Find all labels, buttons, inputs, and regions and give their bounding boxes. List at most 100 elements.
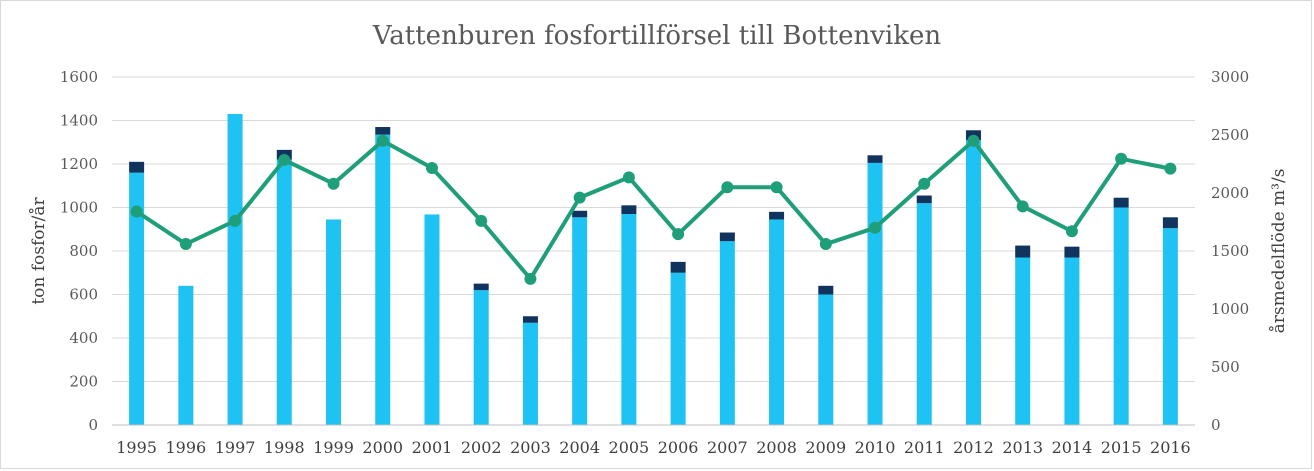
- y-tick-label: 800: [69, 242, 98, 260]
- flow-point: [1164, 162, 1177, 175]
- x-tick-label: 1998: [264, 438, 305, 457]
- flow-point: [1016, 200, 1029, 213]
- x-tick-label: 2009: [805, 438, 846, 457]
- flow-point: [721, 181, 734, 194]
- x-tick-label: 1995: [116, 438, 157, 457]
- flow-point: [327, 177, 340, 190]
- bar-segment-upper: [375, 127, 391, 135]
- x-tick-label: 2016: [1150, 438, 1191, 457]
- x-axis: 1995 1996 1997 1998 1999 2000 2001 2002 2003 2004…: [112, 424, 1195, 457]
- x-tick-label: 2000: [362, 438, 403, 457]
- bar-segment-lower: [1064, 257, 1080, 425]
- flow-point: [376, 134, 389, 147]
- flow-point: [622, 171, 635, 184]
- bar-segment-upper: [129, 161, 145, 173]
- y-tick-label: 400: [69, 329, 98, 347]
- flow-point: [819, 238, 832, 251]
- flow-point: [425, 162, 438, 175]
- bar-segment-upper: [916, 195, 932, 204]
- x-tick-label: 2013: [1002, 438, 1043, 457]
- bar-segment-lower: [178, 285, 194, 425]
- bar-series: [129, 113, 1178, 425]
- y-tick-label: 1000: [60, 199, 98, 217]
- bar-segment-upper: [818, 285, 834, 295]
- bar-segment-lower: [1113, 207, 1129, 425]
- y-tick-label: 200: [69, 373, 98, 391]
- flow-point: [869, 221, 882, 234]
- bar-segment-lower: [965, 140, 981, 425]
- y2-tick-label: 3000: [1211, 68, 1249, 86]
- bar-segment-lower: [129, 172, 145, 425]
- chart-title: Vattenburen fosfortillförsel till Botten…: [372, 21, 941, 51]
- bar-segment-upper: [621, 205, 637, 215]
- bar-segment-lower: [670, 272, 686, 425]
- x-tick-label: 2010: [855, 438, 896, 457]
- x-tick-label: 1996: [165, 438, 206, 457]
- y-tick-label: 1200: [60, 155, 98, 173]
- x-tick-label: 2003: [510, 438, 551, 457]
- gridlines: [112, 76, 1195, 426]
- bar-segment-upper: [522, 316, 538, 323]
- flow-point: [179, 238, 192, 251]
- bar-segment-upper: [473, 283, 489, 291]
- flow-point: [1115, 152, 1128, 165]
- bar-segment-lower: [473, 290, 489, 425]
- bar-segment-upper: [670, 261, 686, 273]
- right-axis: 0 500 1000 1500 2000 2500 3000: [1211, 68, 1249, 434]
- bar-segment-upper: [1113, 197, 1129, 208]
- x-tick-label: 1999: [313, 438, 354, 457]
- bar-segment-upper: [867, 155, 883, 163]
- y2-tick-label: 0: [1211, 416, 1221, 434]
- x-tick-label: 2006: [658, 438, 699, 457]
- bar-segment-lower: [276, 159, 292, 425]
- x-tick-label: 2011: [904, 438, 945, 457]
- bar-segment-lower: [867, 162, 883, 425]
- y-tick-label: 1600: [60, 68, 98, 86]
- x-tick-label: 2001: [412, 438, 453, 457]
- bar-segment-lower: [1015, 257, 1031, 425]
- bar-segment-lower: [769, 219, 785, 425]
- y-tick-label: 1400: [60, 112, 98, 130]
- flow-line: [134, 138, 1173, 281]
- bar-segment-upper: [1064, 246, 1080, 258]
- x-tick-label: 2012: [953, 438, 994, 457]
- bar-segment-lower: [621, 214, 637, 425]
- bar-segment-lower: [522, 322, 538, 425]
- y-tick-label: 600: [69, 286, 98, 304]
- bar-segment-lower: [818, 294, 834, 425]
- x-tick-label: 2014: [1052, 438, 1093, 457]
- bar-segment-upper: [572, 210, 588, 218]
- left-axis: 0 200 400 600 800 1000 1200 1400 1600: [60, 68, 98, 434]
- bar-segment-upper: [719, 232, 735, 242]
- bar-segment-lower: [326, 219, 342, 425]
- bar-segment-lower: [916, 203, 932, 425]
- flow-point: [770, 181, 783, 194]
- x-tick-label: 2002: [461, 438, 502, 457]
- y2-tick-label: 500: [1211, 358, 1240, 376]
- y2-tick-label: 2500: [1211, 126, 1249, 144]
- bar-segment-lower: [227, 113, 243, 425]
- flow-point: [524, 272, 537, 285]
- flow-point: [475, 214, 488, 227]
- bar-segment-upper: [1162, 217, 1178, 229]
- bar-segment-lower: [572, 217, 588, 425]
- flow-point: [672, 228, 685, 241]
- line-series: [130, 134, 1177, 285]
- y-tick-label: 0: [88, 416, 98, 434]
- bar-segment-upper: [1015, 245, 1031, 258]
- flow-point: [967, 134, 980, 147]
- flow-point: [573, 191, 586, 204]
- flow-point: [918, 177, 931, 190]
- bar-segment-lower: [375, 134, 391, 425]
- left-axis-label: ton fosfor/år: [29, 196, 49, 304]
- x-tick-label: 1997: [215, 438, 256, 457]
- x-tick-label: 2008: [756, 438, 797, 457]
- flow-point: [130, 205, 143, 218]
- bar-segment-lower: [719, 241, 735, 425]
- x-tick-label: 2005: [609, 438, 650, 457]
- bar-segment-lower: [424, 214, 440, 425]
- y2-tick-label: 1000: [1211, 300, 1249, 318]
- y2-tick-label: 2000: [1211, 184, 1249, 202]
